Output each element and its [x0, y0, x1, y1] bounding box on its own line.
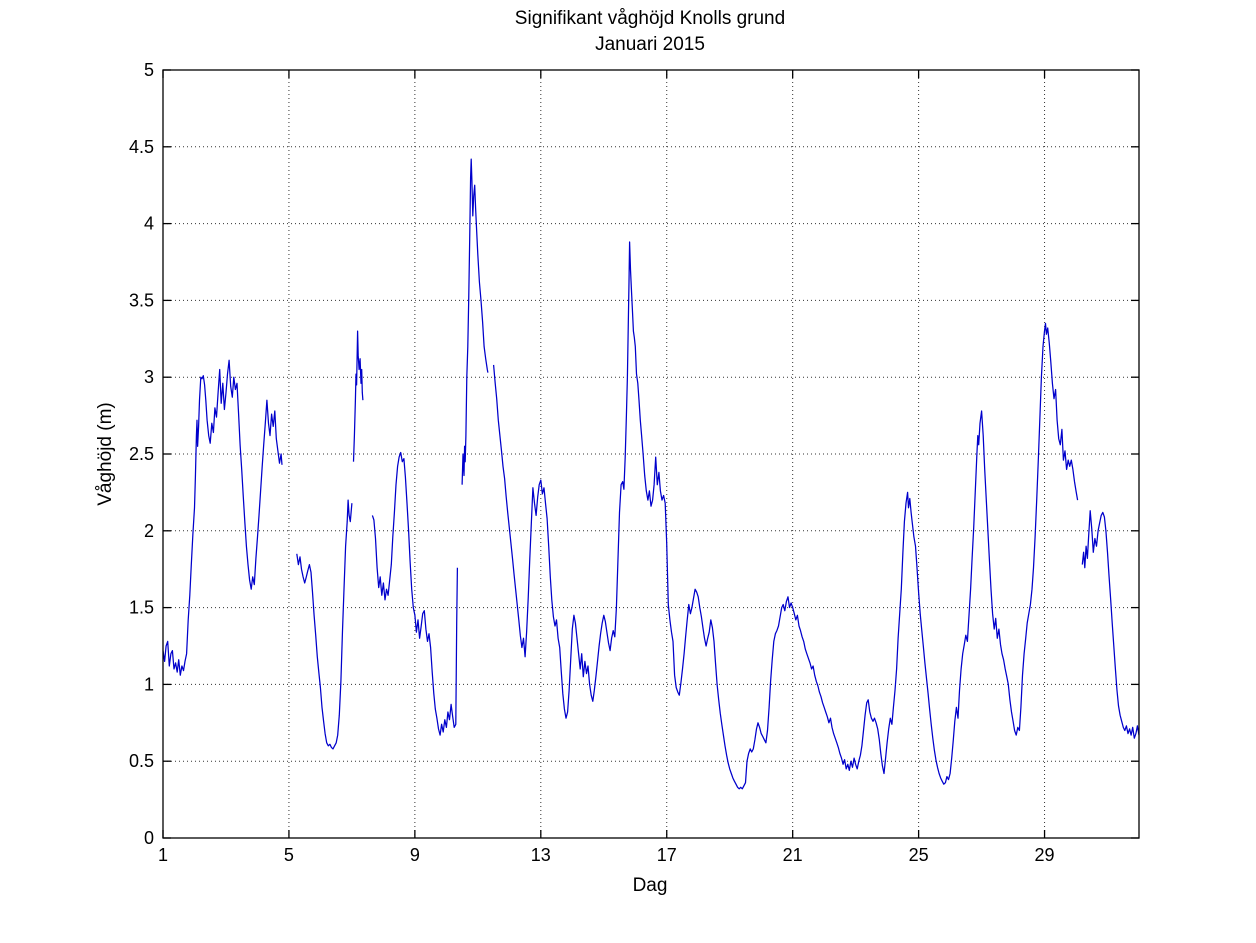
- x-tick-label: 9: [410, 845, 420, 865]
- wave-height-series-line: [352, 330, 364, 462]
- y-axis-label: Våghöjd (m): [95, 402, 116, 506]
- y-tick-label: 0.5: [129, 751, 154, 771]
- chart-subtitle: Januari 2015: [595, 34, 705, 55]
- wave-height-series-line: [1081, 510, 1140, 739]
- wave-height-series-line: [296, 499, 353, 750]
- y-tick-label: 2: [144, 521, 154, 541]
- wave-height-series-line: [461, 158, 489, 485]
- x-tick-label: 29: [1035, 845, 1055, 865]
- x-axis-label: Dag: [632, 875, 668, 896]
- y-tick-label: 4: [144, 214, 154, 234]
- y-tick-label: 1.5: [129, 598, 154, 618]
- x-tick-label: 25: [909, 845, 929, 865]
- chart-title: Signifikant våghöjd Knolls grund: [514, 8, 786, 29]
- y-tick-label: 5: [144, 60, 154, 80]
- x-tick-label: 5: [284, 845, 294, 865]
- y-tick-label: 0: [144, 828, 154, 848]
- y-tick-label: 3.5: [129, 290, 154, 310]
- y-tick-label: 1: [144, 674, 154, 694]
- y-tick-label: 3: [144, 367, 154, 387]
- x-tick-label: 21: [783, 845, 803, 865]
- wave-height-series-line: [492, 241, 1079, 790]
- x-tick-label: 1: [158, 845, 168, 865]
- wave-height-series-line: [371, 451, 459, 736]
- y-tick-label: 2.5: [129, 444, 154, 464]
- wave-height-series-line: [162, 359, 283, 676]
- x-tick-label: 17: [657, 845, 677, 865]
- y-tick-label: 4.5: [129, 137, 154, 157]
- x-tick-label: 13: [531, 845, 551, 865]
